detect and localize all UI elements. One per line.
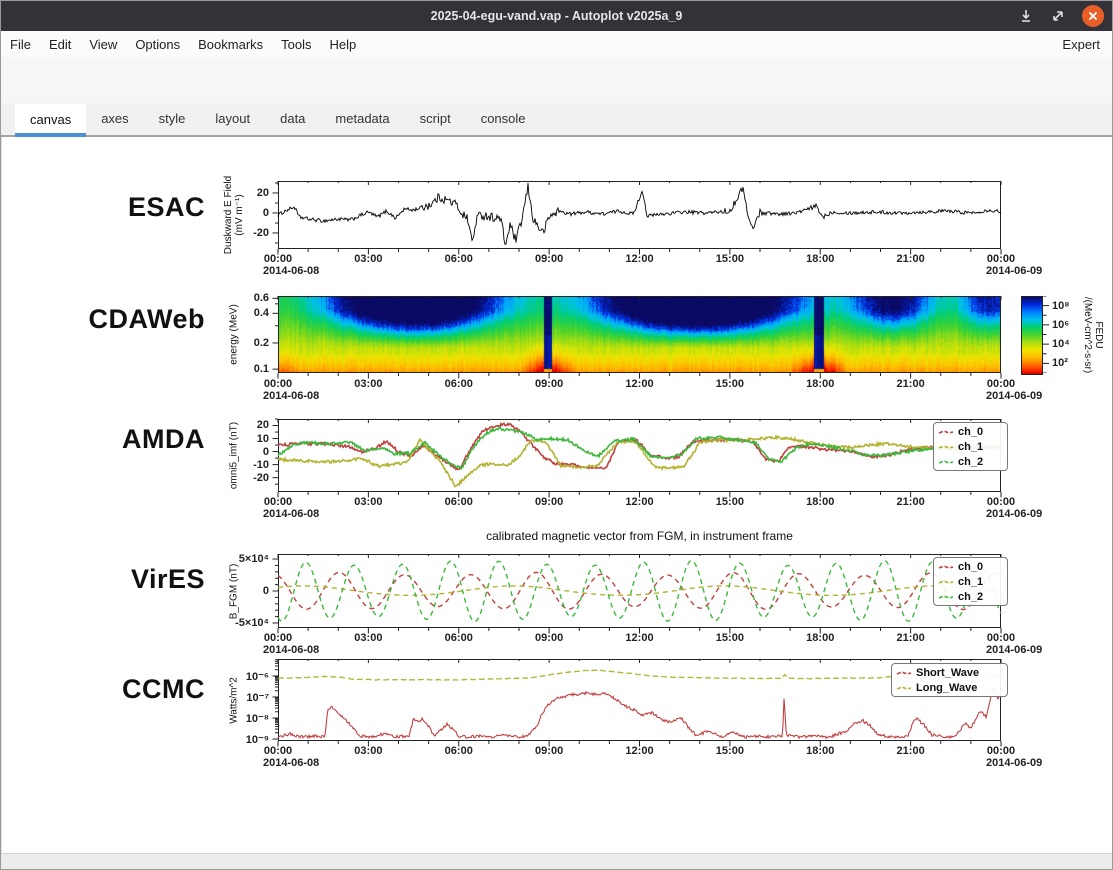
amda-series-ch_1 — [277, 434, 1002, 488]
expert-mode-label[interactable]: Expert — [1062, 36, 1100, 52]
menu-edit[interactable]: Edit — [48, 36, 72, 52]
ccmc-series-Long_Wave — [277, 669, 1002, 681]
legend-line-swatch — [938, 429, 954, 434]
titlebar: 2025-04-egu-vand.vap - Autoplot v2025a_9 — [1, 1, 1112, 31]
esac-plot[interactable] — [272, 181, 1002, 256]
tab-console[interactable]: console — [480, 111, 526, 126]
amda-plot[interactable] — [272, 418, 1002, 499]
close-icon[interactable] — [1082, 5, 1104, 27]
tab-canvas[interactable]: canvas — [15, 104, 87, 137]
vires-plot[interactable] — [272, 554, 1002, 635]
tab-bar: canvas axes style layout data metadata s… — [1, 103, 1112, 137]
tab-style[interactable]: style — [158, 111, 186, 126]
ccmc-series-Short_Wave — [277, 686, 1002, 740]
legend-line-swatch — [938, 459, 954, 464]
vires-series-ch_1 — [277, 585, 1002, 596]
cdaweb-plot[interactable] — [272, 296, 1002, 380]
menu-tools[interactable]: Tools — [281, 36, 312, 52]
tab-script[interactable]: script — [419, 111, 451, 126]
minimize-icon[interactable] — [1018, 8, 1034, 24]
menu-options[interactable]: Options — [135, 36, 181, 52]
amda-series-ch_0 — [277, 421, 1002, 471]
tab-axes[interactable]: axes — [101, 111, 129, 126]
menu-help[interactable]: Help — [329, 36, 357, 52]
vires-series-ch_0 — [277, 571, 1002, 611]
status-bar — [1, 853, 1112, 869]
tab-metadata[interactable]: metadata — [335, 111, 390, 126]
window-title: 2025-04-egu-vand.vap - Autoplot v2025a_9 — [430, 9, 683, 23]
legend-line-swatch — [896, 685, 912, 690]
legend-line-swatch — [938, 444, 954, 449]
colorbar-ticks — [1043, 296, 1049, 373]
tab-data[interactable]: data — [280, 111, 306, 126]
menu-view[interactable]: View — [89, 36, 118, 52]
legend-line-swatch — [896, 670, 912, 675]
maximize-icon[interactable] — [1050, 8, 1066, 24]
legend-line-swatch — [938, 564, 954, 569]
plot-canvas[interactable] — [1, 137, 1112, 853]
legend-line-swatch — [938, 579, 954, 584]
tab-layout[interactable]: layout — [215, 111, 251, 126]
vires-series-ch_2 — [277, 560, 1002, 623]
menu-file[interactable]: File — [10, 36, 31, 52]
menu-bar: File Edit View Options Bookmarks Tools H… — [1, 31, 1112, 57]
cdaweb-spectrogram[interactable] — [278, 296, 1001, 373]
amda-series-ch_2 — [277, 426, 1002, 471]
ccmc-plot[interactable] — [272, 659, 1002, 748]
menu-bookmarks[interactable]: Bookmarks — [198, 36, 264, 52]
legend-line-swatch — [938, 594, 954, 599]
address-row — [1, 57, 1112, 151]
esac-series-E_dusk — [277, 182, 1002, 245]
